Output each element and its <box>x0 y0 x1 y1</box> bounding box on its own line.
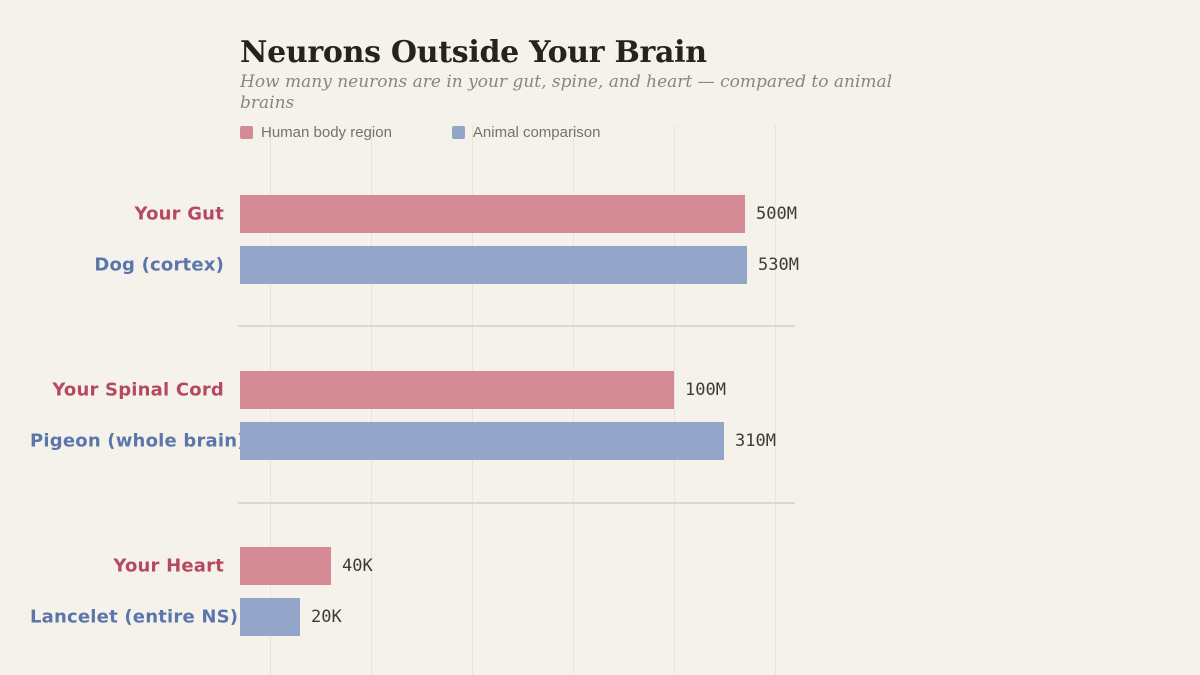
category-label: Dog (cortex) <box>94 254 224 276</box>
group-separator-2 <box>238 502 795 504</box>
bar-animal <box>240 246 747 284</box>
legend: Human body region Animal comparison <box>240 124 940 141</box>
table-row: Your Gut 500M <box>0 195 1200 233</box>
bar-human <box>240 547 331 585</box>
value-label: 310M <box>735 431 776 451</box>
gridline-1000000000 <box>775 125 776 675</box>
value-label: 530M <box>758 255 799 275</box>
legend-swatch-human <box>240 126 253 139</box>
bar-human <box>240 371 674 409</box>
table-row: Your Spinal Cord 100M <box>0 371 1200 409</box>
category-label: Your Heart <box>113 555 224 577</box>
chart-header: Neurons Outside Your Brain How many neur… <box>240 36 940 141</box>
table-row: Pigeon (whole brain) 310M <box>0 422 1200 460</box>
category-label: Your Spinal Cord <box>52 379 224 401</box>
legend-swatch-animal <box>451 126 465 139</box>
table-row: Lancelet (entire NS) 20K <box>0 598 1200 636</box>
legend-label-human: Human body region <box>261 124 392 141</box>
legend-item-human: Human body region <box>240 124 392 141</box>
chart-title: Neurons Outside Your Brain <box>240 35 707 70</box>
bar-animal <box>240 598 300 636</box>
bar-animal <box>240 422 724 460</box>
legend-item-animal: Animal comparison <box>451 124 601 141</box>
table-row: Dog (cortex) 530M <box>0 246 1200 284</box>
value-label: 40K <box>342 556 373 576</box>
legend-label-animal: Animal comparison <box>472 124 601 141</box>
group-separator-1 <box>238 325 795 327</box>
category-label: Your Gut <box>134 203 224 225</box>
value-label: 500M <box>756 204 797 224</box>
value-label: 100M <box>685 380 726 400</box>
category-label: Pigeon (whole brain) <box>30 430 246 452</box>
bar-human <box>240 195 745 233</box>
category-label: Lancelet (entire NS) <box>30 606 239 628</box>
table-row: Your Heart 40K <box>0 547 1200 585</box>
gridline-100000000 <box>674 125 675 675</box>
chart-subtitle: How many neurons are in your gut, spine,… <box>240 72 893 113</box>
value-label: 20K <box>311 607 342 627</box>
